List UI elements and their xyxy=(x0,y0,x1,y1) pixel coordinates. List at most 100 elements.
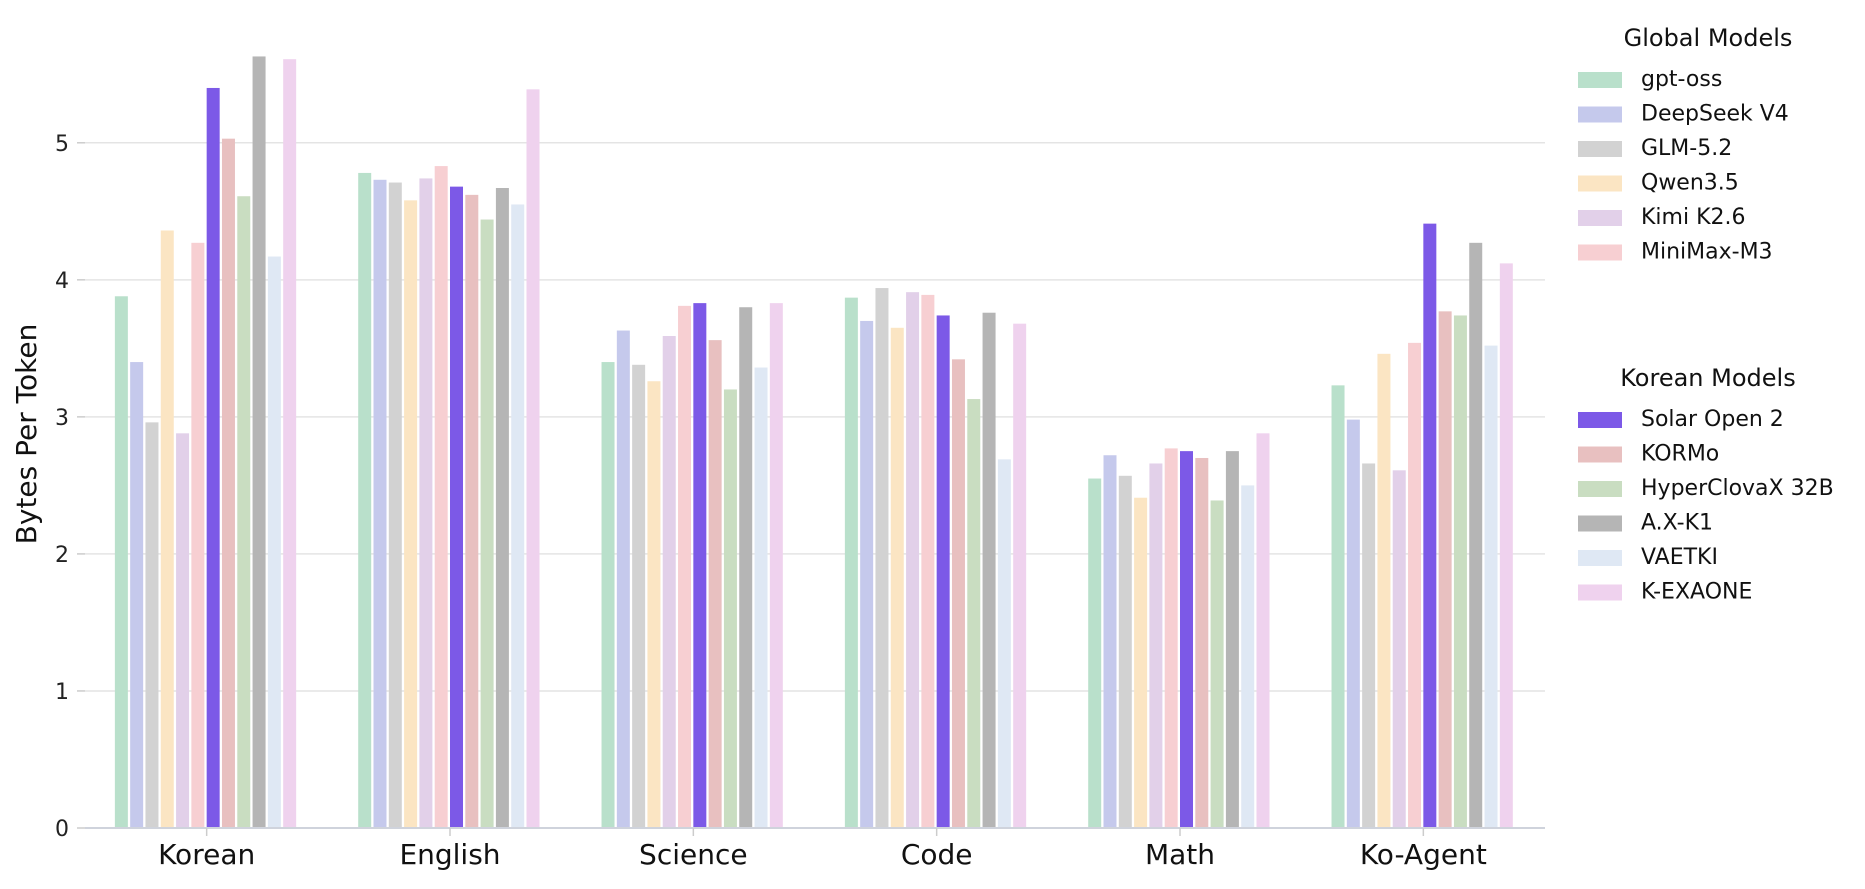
legend-label: Qwen3.5 xyxy=(1641,171,1739,196)
bar xyxy=(601,362,615,828)
y-tick-label: 2 xyxy=(55,543,69,568)
bar xyxy=(1484,345,1498,828)
y-tick-label: 3 xyxy=(55,406,69,431)
bar xyxy=(511,204,525,829)
legend-swatch xyxy=(1578,141,1622,157)
bar xyxy=(1118,475,1132,828)
bar xyxy=(221,138,235,828)
legend-swatch xyxy=(1578,515,1622,532)
bar xyxy=(647,381,661,828)
legend-swatch xyxy=(1578,446,1622,463)
bar xyxy=(1195,457,1209,828)
legend-swatch xyxy=(1578,244,1622,261)
bar xyxy=(708,340,722,828)
legend-swatch xyxy=(1578,106,1622,123)
bar xyxy=(951,359,965,828)
bar xyxy=(997,459,1011,828)
bar xyxy=(723,389,737,828)
legend-label: K-EXAONE xyxy=(1641,580,1752,605)
legend-label: HyperClovaX 32B xyxy=(1641,476,1834,501)
legend-swatch xyxy=(1578,550,1622,566)
bar xyxy=(1103,455,1117,828)
bar xyxy=(1423,223,1437,829)
x-tick-label: Science xyxy=(639,838,748,871)
bar xyxy=(237,196,251,829)
legend-label: DeepSeek V4 xyxy=(1641,102,1789,127)
bar xyxy=(1013,323,1027,828)
bar xyxy=(283,59,297,828)
bar xyxy=(176,433,190,828)
x-tick-label: Math xyxy=(1145,838,1215,871)
bar xyxy=(693,303,707,828)
bar xyxy=(1438,311,1452,829)
bar xyxy=(1499,263,1513,828)
legend-layer: Global Models gpt-oss DeepSeek V4 GLM-5.2 Qw… xyxy=(1578,24,1834,605)
bar xyxy=(130,362,144,828)
bar xyxy=(844,297,858,829)
bar xyxy=(160,230,174,829)
axes-layer: 0 1 2 3 4 5 Korean English Science Code Math Ko-Age… xyxy=(10,132,1545,871)
bar xyxy=(450,186,463,828)
legend-group-title: Global Models xyxy=(1624,24,1793,52)
legend-swatch xyxy=(1578,584,1622,601)
legend-label: MiniMax-M3 xyxy=(1641,240,1773,265)
bar xyxy=(1180,451,1193,828)
bar xyxy=(495,188,509,828)
legend-swatch xyxy=(1578,481,1622,497)
grid-layer xyxy=(85,142,1545,692)
legend-label: KORMo xyxy=(1641,442,1719,467)
bar xyxy=(373,179,387,828)
bar xyxy=(662,336,676,828)
legend-label: A.X-K1 xyxy=(1641,511,1713,536)
bar xyxy=(1225,451,1239,828)
bar xyxy=(145,422,159,828)
legend-group-title: Korean Models xyxy=(1620,364,1795,392)
bar xyxy=(1346,419,1360,828)
bar xyxy=(982,312,996,828)
legend-label: Solar Open 2 xyxy=(1641,407,1784,432)
legend-label: GLM-5.2 xyxy=(1641,136,1732,161)
legend-label: gpt-oss xyxy=(1641,67,1722,92)
bar xyxy=(1241,485,1255,828)
bar xyxy=(1256,433,1270,828)
bar xyxy=(206,87,220,829)
bar xyxy=(404,200,418,828)
legend-swatch xyxy=(1578,175,1622,192)
bar xyxy=(1149,463,1163,828)
legend-label: Kimi K2.6 xyxy=(1641,205,1746,230)
bar xyxy=(1377,353,1391,828)
legend-label: VAETKI xyxy=(1641,545,1718,570)
bar xyxy=(465,194,479,828)
y-tick-label: 1 xyxy=(55,680,69,705)
bar xyxy=(434,166,448,828)
legend-swatch xyxy=(1578,210,1622,226)
bar xyxy=(1210,500,1224,828)
y-axis-label: Bytes Per Token xyxy=(10,324,43,545)
bar xyxy=(480,219,494,828)
bar xyxy=(860,320,874,828)
bar xyxy=(678,305,692,828)
bar xyxy=(358,172,372,828)
bar xyxy=(114,296,128,828)
legend-swatch xyxy=(1578,72,1622,88)
bar xyxy=(875,288,889,828)
bar xyxy=(388,182,402,829)
bar xyxy=(616,330,630,828)
bar xyxy=(769,303,783,828)
legend-swatch xyxy=(1578,412,1622,428)
bar xyxy=(526,89,540,829)
bar xyxy=(754,367,768,828)
bar xyxy=(921,294,935,828)
bar xyxy=(1408,342,1422,828)
x-tick-label: English xyxy=(399,838,500,871)
bar xyxy=(967,399,981,828)
bar xyxy=(1453,315,1467,828)
bar xyxy=(906,292,920,828)
bars-layer xyxy=(114,56,1513,829)
bar xyxy=(1392,470,1406,828)
y-tick-label: 4 xyxy=(55,269,69,294)
bar xyxy=(1164,448,1178,828)
bar xyxy=(936,315,950,828)
x-tick-label: Ko-Agent xyxy=(1360,838,1487,871)
